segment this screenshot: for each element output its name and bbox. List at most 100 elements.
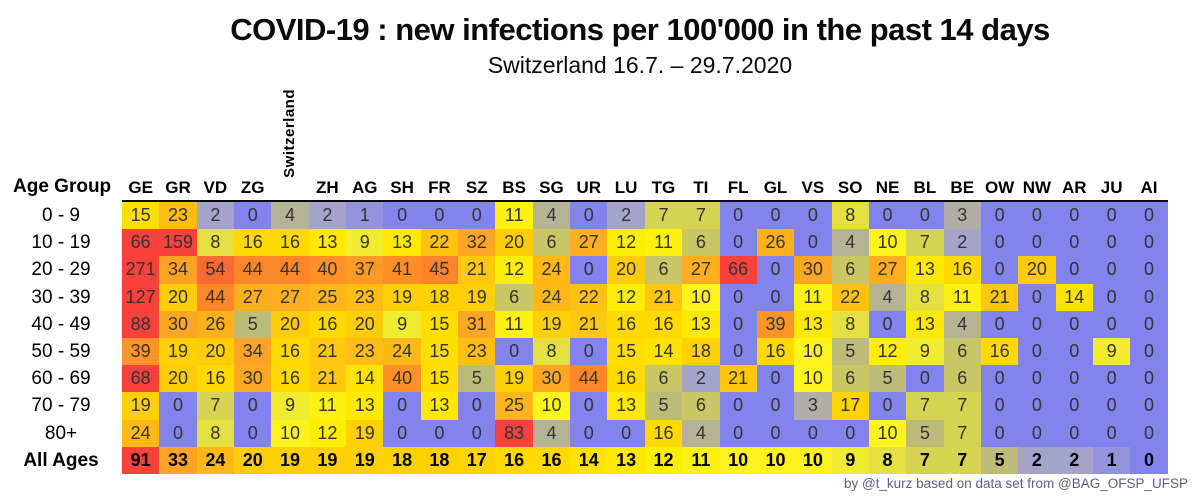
heatmap-cell: 0 [719,202,757,230]
heatmap-cell: 24 [532,283,571,311]
heatmap-cell: 11 [943,283,981,311]
heatmap-cell: 13 [607,392,645,420]
heatmap-cell: 0 [1018,365,1056,393]
heatmap-cell: 6 [644,256,683,284]
heatmap-cell: 0 [383,419,421,447]
row-header-label: Age Group [13,176,112,197]
heatmap-cell: 19 [346,419,384,447]
heatmap-cell: 16 [607,365,645,393]
heatmap-cell: 0 [1055,392,1093,420]
heatmap-cell: 0 [495,337,533,366]
heatmap-cell: 10 [794,337,832,366]
heatmap-cell: 11 [794,283,832,311]
heatmap-cell: 9 [906,337,944,366]
heatmap-cell: 2 [1018,446,1056,474]
heatmap-cell: 83 [495,419,533,447]
heatmap-cell: 0 [570,337,608,366]
heatmap-cell: 4 [868,283,907,311]
column-header-FL: FL [727,178,749,197]
column-header-GE: GE [128,178,153,197]
heatmap-cell: 9 [271,392,309,420]
heatmap-cell: 5 [831,337,869,366]
heatmap-cell: 9 [1092,337,1131,366]
heatmap-cell: 12 [607,229,645,257]
heatmap-cell: 8 [906,283,944,311]
heatmap-cell: 16 [308,310,347,338]
heatmap-cell: 16 [271,337,309,366]
age-group-label: 0 - 9 [41,205,81,226]
heatmap-cell: 0 [1055,337,1093,366]
heatmap-cell: 21 [570,310,608,338]
heatmap-row: 70 - 79 19 0 7 0 9 11 13 0 13 0 25 10 0 13 5 6 0 0 3 17 0 7 7 0 0… [0,392,1168,420]
switzerland-column-header-label: Switzerland [281,89,298,178]
column-header-TI: TI [693,178,709,197]
heatmap-cell: 13 [420,392,459,420]
heatmap-cell: 33 [159,446,197,474]
heatmap-cell: 14 [346,365,384,393]
heatmap-cell: 16 [271,229,309,257]
heatmap-cell: 19 [159,337,197,366]
header-rule [122,200,1168,202]
heatmap-cell: 14 [1055,283,1093,311]
heatmap-cell: 0 [719,419,757,447]
column-header-ZH: ZH [316,178,339,197]
heatmap-cell: 27 [682,256,720,284]
heatmap-cell: 3 [943,202,981,230]
heatmap-cell: 30 [234,365,272,393]
heatmap-cell: 44 [196,283,235,311]
heatmap-cell: 0 [570,392,608,420]
heatmap-cell: 16 [495,446,533,474]
age-group-label: 80+ [44,422,78,444]
column-header-UR: UR [576,178,602,197]
heatmap-cell: 0 [1055,365,1093,393]
heatmap-cell: 5 [458,365,496,393]
heatmap-cell: 91 [122,446,160,474]
heatmap-cell: 0 [1018,392,1056,420]
heatmap-cell: 44 [570,365,608,393]
heatmap-cell: 0 [1055,229,1093,257]
heatmap-cell: 20 [159,283,197,311]
heatmap-cell: 21 [308,365,347,393]
heatmap-cell: 15 [420,365,459,393]
chart-subtitle: Switzerland 16.7. – 29.7.2020 [487,52,793,78]
heatmap-cell: 11 [495,202,533,230]
heatmap-cell: 23 [346,283,384,311]
heatmap-cell: 6 [532,229,571,257]
heatmap-cell: 5 [644,392,683,420]
heatmap-cell: 0 [756,202,795,230]
heatmap-cell: 0 [980,256,1019,284]
heatmap-cell: 0 [980,392,1019,420]
heatmap-cell: 0 [607,419,645,447]
heatmap-cell: 22 [570,283,608,311]
heatmap-cell: 0 [1130,392,1168,420]
heatmap-row: All Ages 91 33 24 20 19 19 19 18 18 17 16 16 14 13 12 11… [0,446,1168,474]
heatmap-cell: 0 [458,202,496,230]
column-header-AI: AI [1140,178,1158,197]
heatmap-cell: 40 [308,256,347,284]
heatmap-cell: 23 [346,337,384,366]
heatmap-cell: 8 [196,229,235,257]
heatmap-cell: 13 [794,310,832,338]
heatmap-cell: 5 [868,365,907,393]
heatmap-cell: 0 [719,229,757,257]
heatmap-cell: 19 [271,446,309,474]
heatmap-cell: 21 [308,337,347,366]
heatmap-cell: 19 [458,283,496,311]
heatmap-cell: 0 [1130,446,1168,474]
heatmap-cell: 159 [159,229,197,257]
column-header-BE: BE [950,178,975,197]
heatmap-cell: 18 [420,283,459,311]
heatmap-cell: 19 [122,392,160,420]
heatmap-cell: 13 [906,310,944,338]
heatmap-cell: 7 [943,419,981,447]
heatmap-cell: 15 [420,337,459,366]
heatmap-cell: 0 [794,202,832,230]
heatmap-cell: 0 [1018,337,1056,366]
heatmap-cell: 17 [458,446,496,474]
heatmap-cell: 0 [1092,419,1131,447]
heatmap-cell: 66 [719,256,757,284]
heatmap-cell: 15 [122,202,160,230]
heatmap-cell: 0 [1130,419,1168,447]
heatmap-cell: 18 [420,446,459,474]
heatmap-cell: 27 [234,283,272,311]
